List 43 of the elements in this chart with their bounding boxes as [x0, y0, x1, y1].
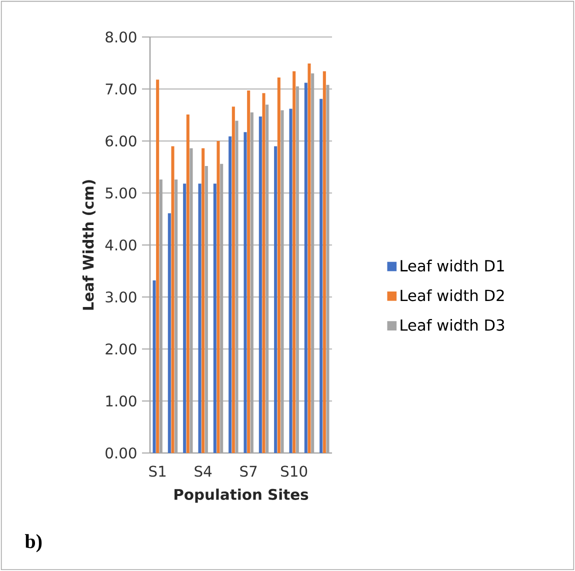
bar	[198, 184, 202, 453]
legend-label: Leaf width D2	[400, 289, 504, 302]
y-tick-label: 5.00	[106, 187, 136, 199]
bar	[216, 140, 220, 453]
x-tick-label: S7	[240, 466, 257, 477]
bar	[244, 132, 247, 453]
bar	[186, 114, 190, 453]
y-tick-label: 7.00	[106, 83, 136, 95]
bar	[289, 108, 292, 453]
bar	[232, 106, 235, 453]
x-tick-label: S10	[281, 466, 308, 477]
bar	[247, 90, 250, 453]
bar	[183, 184, 186, 453]
bar	[228, 136, 232, 453]
text: b)	[24, 534, 42, 552]
y-tick-label: 4.00	[105, 239, 136, 251]
bar	[202, 148, 205, 453]
bar	[322, 71, 326, 453]
bar	[274, 146, 278, 453]
bar	[213, 184, 216, 453]
legend-label: Leaf width D1	[400, 260, 504, 272]
x-tick-label: S4	[194, 466, 212, 477]
x-tick-label: S1	[149, 466, 166, 477]
y-tick-label: 2.00	[106, 343, 136, 355]
bar	[168, 213, 171, 453]
bar	[258, 116, 262, 453]
bar	[171, 146, 174, 453]
y-tick-label: 6.00	[106, 135, 136, 147]
bar	[308, 64, 311, 453]
bar	[262, 93, 266, 453]
x-axis-title: Population Sites	[174, 488, 308, 503]
legend-label: Leaf width D3	[400, 318, 504, 331]
bar	[156, 80, 160, 453]
bar	[320, 98, 323, 453]
y-tick-label: 8.00	[106, 31, 136, 43]
y-tick-label: 1.00	[106, 395, 136, 407]
y-axis-title: Leaf Width (cm)	[82, 180, 96, 310]
bar	[152, 280, 156, 453]
y-tick-label: 3.00	[106, 291, 136, 303]
y-tick-label: 0.00	[106, 447, 136, 459]
bar	[277, 78, 280, 453]
bar	[292, 71, 296, 453]
bar	[304, 82, 308, 453]
